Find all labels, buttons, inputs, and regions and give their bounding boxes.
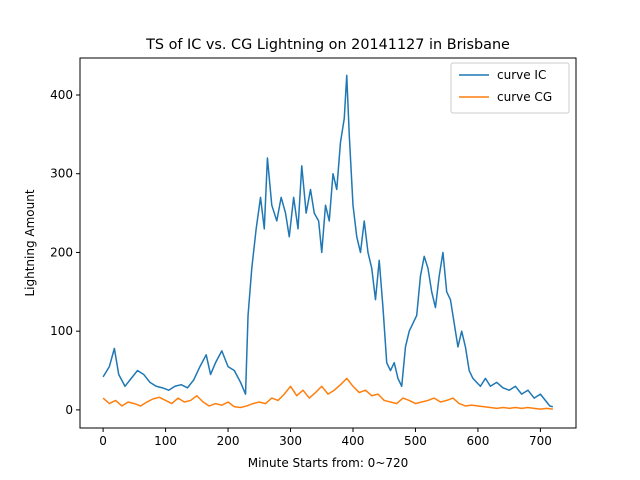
series-line-cg — [102, 377, 553, 410]
y-tick-label: 400 — [50, 88, 73, 102]
x-tick-label: 600 — [466, 434, 489, 448]
legend-label-cg: curve CG — [497, 90, 552, 104]
legend: curve IC curve CG — [450, 62, 570, 114]
x-tick-label: 200 — [217, 434, 240, 448]
x-tick-label: 500 — [404, 434, 427, 448]
y-tick-label: 300 — [50, 167, 73, 181]
x-tick-label: 100 — [154, 434, 177, 448]
x-axis-label: Minute Starts from: 0~720 — [248, 456, 409, 470]
series-line-ic — [102, 74, 554, 408]
x-axis-ticks: 0 100 200 300 400 500 600 700 — [99, 428, 552, 448]
series-layer — [102, 74, 554, 410]
x-tick-label: 0 — [99, 434, 107, 448]
plot-frame — [79, 57, 577, 429]
x-tick-label: 400 — [342, 434, 365, 448]
y-tick-label: 100 — [50, 324, 73, 338]
chart-title: TS of IC vs. CG Lightning on 20141127 in… — [145, 37, 510, 53]
y-axis-label: Lightning Amount — [23, 189, 37, 296]
legend-label-ic: curve IC — [497, 68, 546, 82]
y-tick-label: 200 — [50, 245, 73, 259]
x-tick-label: 700 — [529, 434, 552, 448]
y-tick-label: 0 — [65, 403, 73, 417]
x-tick-label: 300 — [279, 434, 302, 448]
y-axis-ticks: 0 100 200 300 400 — [50, 88, 80, 417]
